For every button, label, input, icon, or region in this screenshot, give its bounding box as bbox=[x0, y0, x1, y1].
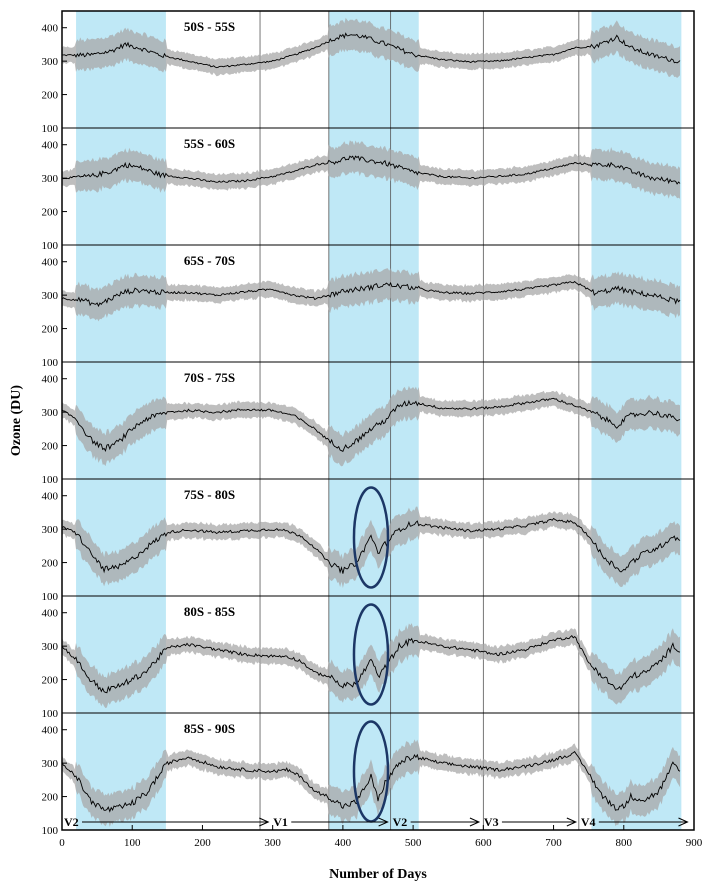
panel: 80S - 85S 100 200 300 400 bbox=[42, 595, 694, 720]
y-axis-title: Ozone (DU) bbox=[9, 385, 24, 456]
y-tick-label: 300 bbox=[42, 173, 59, 185]
y-tick-label: 200 bbox=[42, 90, 59, 102]
y-tick-label: 400 bbox=[42, 374, 59, 386]
panel: 70S - 75S 100 200 300 400 bbox=[42, 361, 694, 486]
x-axis: 0 100 200 300 400 500 600 700 800 900 bbox=[59, 825, 703, 849]
panel-label: 80S - 85S bbox=[184, 604, 235, 619]
period-arrow-head bbox=[259, 817, 270, 827]
y-tick-label: 400 bbox=[42, 491, 59, 503]
panel-label: 65S - 70S bbox=[184, 253, 235, 268]
mean-ozone-line bbox=[62, 32, 681, 69]
y-tick-label: 400 bbox=[42, 23, 59, 35]
y-tick-label: 300 bbox=[42, 641, 59, 653]
variability-band bbox=[62, 385, 680, 467]
x-tick-label: 500 bbox=[405, 837, 422, 849]
period-label: V2 bbox=[393, 815, 408, 829]
variability-band bbox=[62, 739, 680, 827]
y-tick-label: 100 bbox=[42, 591, 59, 603]
panel-label: 85S - 90S bbox=[184, 721, 235, 736]
highlight-ellipse bbox=[352, 603, 390, 706]
mean-ozone-line bbox=[61, 155, 681, 185]
period-arrow-head bbox=[678, 817, 689, 827]
variability-band bbox=[62, 268, 680, 322]
panel: 50S - 55S 100 200 300 400 bbox=[42, 17, 681, 135]
y-tick-label: 200 bbox=[42, 792, 59, 804]
period-label: V1 bbox=[273, 815, 288, 829]
mean-ozone-line bbox=[61, 517, 681, 574]
period-annotations: V2 V1 V2 V3 V4 bbox=[64, 815, 689, 829]
x-tick-label: 700 bbox=[545, 837, 562, 849]
plot-frame bbox=[61, 10, 695, 831]
mean-ozone-line bbox=[61, 635, 681, 694]
x-tick-label: 400 bbox=[335, 837, 352, 849]
y-tick-label: 400 bbox=[42, 608, 59, 620]
panels: 50S - 55S 100 200 300 400 55S - 60S 100 200 300 4… bbox=[42, 17, 694, 837]
panel-label: 50S - 55S bbox=[184, 19, 235, 34]
period-label: V2 bbox=[64, 815, 79, 829]
y-tick-label: 300 bbox=[42, 407, 59, 419]
y-tick-label: 200 bbox=[42, 675, 59, 687]
mean-ozone-line bbox=[61, 750, 681, 813]
x-tick-label: 300 bbox=[264, 837, 281, 849]
period-arrow-head bbox=[469, 817, 481, 827]
y-tick-label: 300 bbox=[42, 524, 59, 536]
x-tick-label: 600 bbox=[475, 837, 492, 849]
variability-band bbox=[62, 623, 680, 709]
y-tick-label: 100 bbox=[42, 240, 59, 252]
panel: 55S - 60S 100 200 300 400 bbox=[42, 127, 694, 252]
mean-ozone-line bbox=[61, 280, 681, 308]
y-tick-label: 300 bbox=[42, 290, 59, 302]
panel: 75S - 80S 100 200 300 400 bbox=[42, 478, 694, 603]
y-tick-label: 400 bbox=[42, 257, 59, 269]
panel: 85S - 90S 100 200 300 400 bbox=[42, 712, 694, 837]
panel-label: 75S - 80S bbox=[184, 487, 235, 502]
x-axis-title: Number of Days bbox=[329, 867, 427, 882]
y-tick-label: 400 bbox=[42, 140, 59, 152]
period-arrow-head bbox=[378, 817, 389, 827]
period-label: V3 bbox=[484, 815, 499, 829]
x-tick-label: 100 bbox=[124, 837, 141, 849]
plot-border bbox=[61, 10, 695, 831]
x-tick-label: 800 bbox=[616, 837, 633, 849]
y-tick-label: 200 bbox=[42, 441, 59, 453]
variability-band bbox=[62, 140, 680, 199]
y-tick-label: 300 bbox=[42, 758, 59, 770]
y-tick-label: 200 bbox=[42, 324, 59, 336]
panel-label: 70S - 75S bbox=[184, 370, 235, 385]
mean-ozone-line bbox=[61, 397, 681, 453]
x-tick-label: 200 bbox=[194, 837, 211, 849]
x-tick-label: 0 bbox=[59, 837, 65, 849]
y-tick-label: 100 bbox=[42, 474, 59, 486]
y-tick-label: 100 bbox=[42, 357, 59, 369]
y-tick-label: 400 bbox=[42, 725, 59, 737]
period-label: V4 bbox=[581, 815, 596, 829]
panel-label: 55S - 60S bbox=[184, 136, 235, 151]
panel: 65S - 70S 100 200 300 400 bbox=[42, 244, 694, 369]
period-arrow-head bbox=[566, 817, 578, 827]
y-tick-label: 200 bbox=[42, 558, 59, 570]
y-tick-label: 100 bbox=[42, 825, 59, 837]
y-tick-label: 300 bbox=[42, 56, 59, 68]
highlight-ellipse bbox=[352, 486, 390, 589]
y-tick-label: 200 bbox=[42, 207, 59, 219]
y-tick-label: 100 bbox=[42, 708, 59, 720]
variability-band bbox=[62, 17, 680, 78]
y-tick-label: 100 bbox=[42, 123, 59, 135]
x-tick-label: 900 bbox=[686, 837, 703, 849]
